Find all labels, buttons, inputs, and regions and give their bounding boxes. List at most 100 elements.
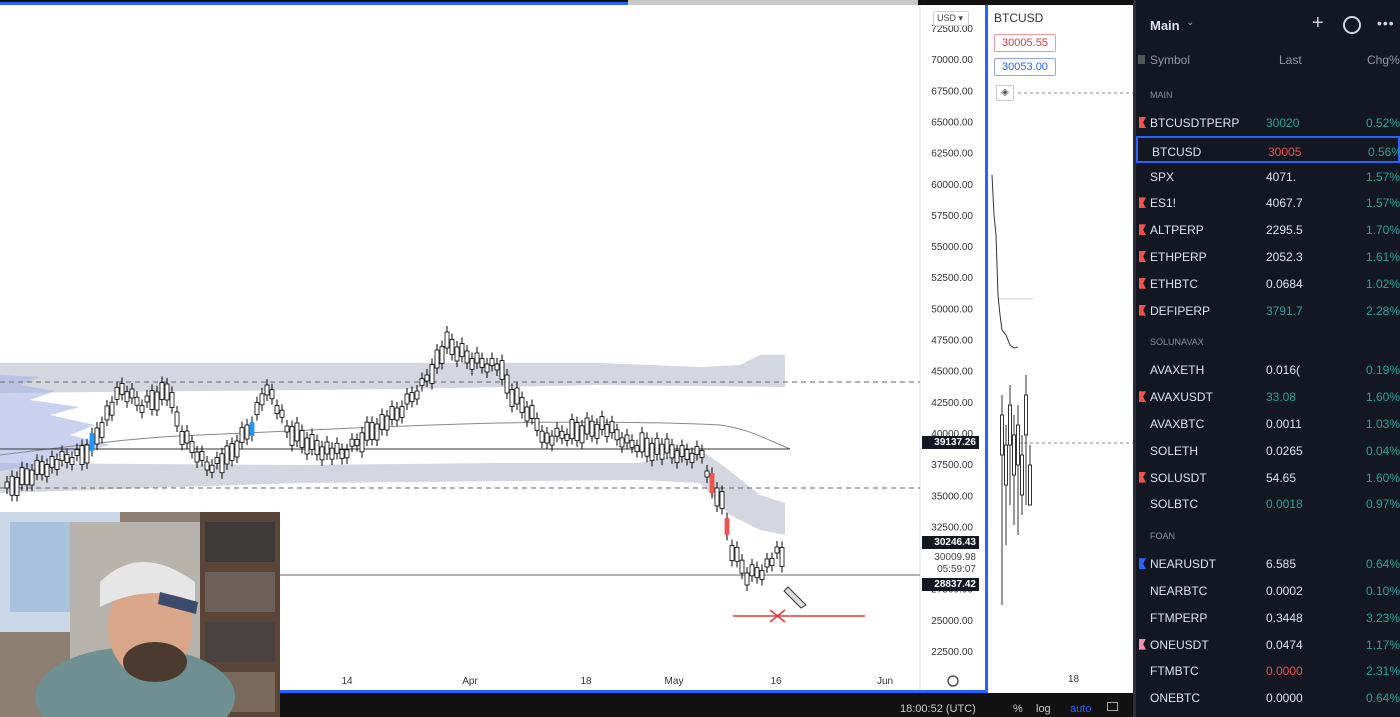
watchlist-symbol: ONEBTC: [1150, 691, 1201, 706]
candle-body: [19, 467, 25, 486]
candle-body: [14, 477, 20, 496]
candle-body: [689, 453, 695, 463]
watchlist-row[interactable]: FTMBTC 0.0000 2.31%: [1136, 657, 1400, 684]
watchlist-row[interactable]: BTCUSDTPERP 30020 0.52%: [1136, 109, 1400, 136]
watchlist-row[interactable]: SOLETH 0.0265 0.04%: [1136, 437, 1400, 464]
watchlist-row[interactable]: ONEUSDT 0.0474 1.17%: [1136, 631, 1400, 658]
watchlist-last-price: 2295.5: [1266, 223, 1303, 238]
watchlist-title[interactable]: Main: [1150, 18, 1180, 33]
candle-body: [179, 431, 185, 445]
candle-body: [439, 346, 445, 364]
flag-icon[interactable]: [1139, 391, 1146, 403]
log-scale-toggle[interactable]: log: [1036, 703, 1051, 715]
flag-icon[interactable]: [1139, 224, 1146, 236]
candle-body: [434, 349, 440, 369]
watchlist-section-label[interactable]: MAIN: [1150, 90, 1173, 100]
candle-body: [124, 391, 130, 403]
watchlist-row[interactable]: DEFIPERP 3791.7 2.28%: [1136, 297, 1400, 324]
candle-body: [84, 444, 90, 464]
watchlist-last-price: 0.3448: [1266, 610, 1303, 625]
price-tick-label: 22500.00: [931, 647, 973, 658]
watchlist-last-price: 30020: [1266, 116, 1300, 130]
candle-body: [554, 427, 560, 437]
watchlist-row[interactable]: FTMPERP 0.3448 3.23%: [1136, 604, 1400, 631]
column-header-symbol[interactable]: Symbol: [1150, 53, 1191, 67]
sell-price-button[interactable]: 30005.55: [994, 34, 1056, 52]
watchlist-symbol: FTMBTC: [1150, 664, 1199, 679]
candle-body: [259, 393, 265, 406]
watchlist-row[interactable]: NEARUSDT 6.585 0.64%: [1136, 550, 1400, 577]
watchlist-symbol: BTCUSD: [1152, 144, 1202, 159]
candle-body: [744, 572, 750, 586]
watchlist-last-price: 0.0474: [1266, 637, 1303, 652]
candle-body: [659, 443, 665, 460]
candle-body: [509, 389, 515, 407]
watchlist-row[interactable]: BTCUSD 30005 0.56%: [1136, 135, 1400, 163]
column-header-last[interactable]: Last: [1279, 53, 1302, 67]
watchlist-row[interactable]: NEARBTC 0.0002 0.10%: [1136, 577, 1400, 604]
mini-candle-body: [1016, 424, 1020, 466]
watchlist-section-label[interactable]: FOAN: [1150, 531, 1176, 542]
candle-body: [229, 443, 235, 461]
watchlist-section-label[interactable]: SOLUNAVAX: [1150, 337, 1204, 348]
flag-icon[interactable]: [1139, 304, 1146, 316]
column-header-change[interactable]: Chg%: [1367, 53, 1400, 67]
candle-body: [714, 487, 720, 507]
watchlist-row[interactable]: ES1! 4067.7 1.57%: [1136, 189, 1400, 216]
candle-body: [264, 384, 270, 396]
chevron-down-icon[interactable]: ⌄: [1186, 17, 1195, 28]
candle-body: [319, 446, 325, 461]
secondary-chart[interactable]: BTCUSD 30005.55 30053.00 ◈ 18: [985, 5, 1133, 693]
watchlist-row[interactable]: ONEBTC 0.0000 0.64%: [1136, 684, 1400, 711]
history-icon[interactable]: [1343, 16, 1361, 34]
secondary-chart-symbol: BTCUSD: [994, 11, 1044, 25]
main-price-chart[interactable]: 72500.00 70000.00 67500.00 65000.00 62500.00…: [0, 5, 985, 693]
flag-icon[interactable]: [1139, 277, 1146, 289]
percent-scale-toggle[interactable]: %: [1013, 703, 1023, 715]
watchlist-row[interactable]: ALTPERP 2295.5 1.70%: [1136, 216, 1400, 243]
lower-range-band: [0, 450, 785, 535]
watchlist-row[interactable]: AVAXETH 0.016(0.19%: [1136, 356, 1400, 383]
watchlist-panel: Main ⌄ + ••• Symbol Last Chg% MAIN BTCUSD…: [1133, 0, 1400, 717]
watchlist-row[interactable]: AVAXUSDT 33.08 1.60%: [1136, 383, 1400, 410]
watchlist-last-price: 4067.7: [1266, 196, 1303, 211]
flag-icon[interactable]: [1139, 558, 1146, 570]
flag-icon[interactable]: [1139, 471, 1146, 483]
flag-icon[interactable]: [1139, 117, 1146, 128]
date-tick-label: 18: [580, 676, 592, 687]
level-price-badge: 39137.26: [922, 436, 979, 449]
fullscreen-icon[interactable]: [1107, 702, 1118, 711]
watchlist-symbol: SOLETH: [1150, 443, 1199, 458]
watchlist-row[interactable]: SOLUSDT 54.65 1.60%: [1136, 464, 1400, 491]
watchlist-symbol: ETHBTC: [1150, 276, 1198, 291]
layers-icon[interactable]: ◈: [996, 85, 1014, 101]
flag-icon[interactable]: [1139, 251, 1146, 262]
flag-icon[interactable]: [1139, 638, 1146, 650]
candle-body: [629, 439, 635, 448]
candle-body: [499, 360, 505, 380]
auto-scale-toggle[interactable]: auto: [1070, 703, 1092, 715]
candle-body: [694, 446, 700, 455]
candle-body: [779, 547, 785, 567]
candle-body: [524, 406, 530, 422]
candle-body: [64, 454, 70, 463]
watchlist-row[interactable]: SPX 4071. 1.57%: [1136, 163, 1400, 190]
watchlist-row[interactable]: ETHBTC 0.0684 1.02%: [1136, 270, 1400, 297]
buy-price-button[interactable]: 30053.00: [994, 58, 1056, 76]
watchlist-last-price: 2052.3: [1266, 250, 1303, 264]
watchlist-row[interactable]: ETHPERP 2052.3 1.61%: [1136, 243, 1400, 270]
candle-body: [609, 421, 615, 434]
candle-body: [429, 364, 435, 384]
flag-icon[interactable]: [1139, 197, 1146, 209]
main-chart-canvas[interactable]: 72500.00 70000.00 67500.00 65000.00 62500.00…: [0, 5, 985, 693]
candle-body: [154, 391, 160, 411]
watchlist-row[interactable]: AVAXBTC 0.0011 1.03%: [1136, 410, 1400, 437]
add-symbol-icon[interactable]: +: [1312, 12, 1324, 34]
watchlist-row[interactable]: SOLBTC 0.0018 0.97%: [1136, 490, 1400, 517]
candlestick-series: [4, 326, 785, 591]
candle-body: [294, 422, 300, 442]
candle-body: [709, 473, 715, 493]
watchlist-change-percent: 0.64%: [1365, 557, 1400, 572]
more-options-icon[interactable]: •••: [1377, 15, 1395, 31]
currency-select[interactable]: USD ▾: [933, 11, 969, 26]
